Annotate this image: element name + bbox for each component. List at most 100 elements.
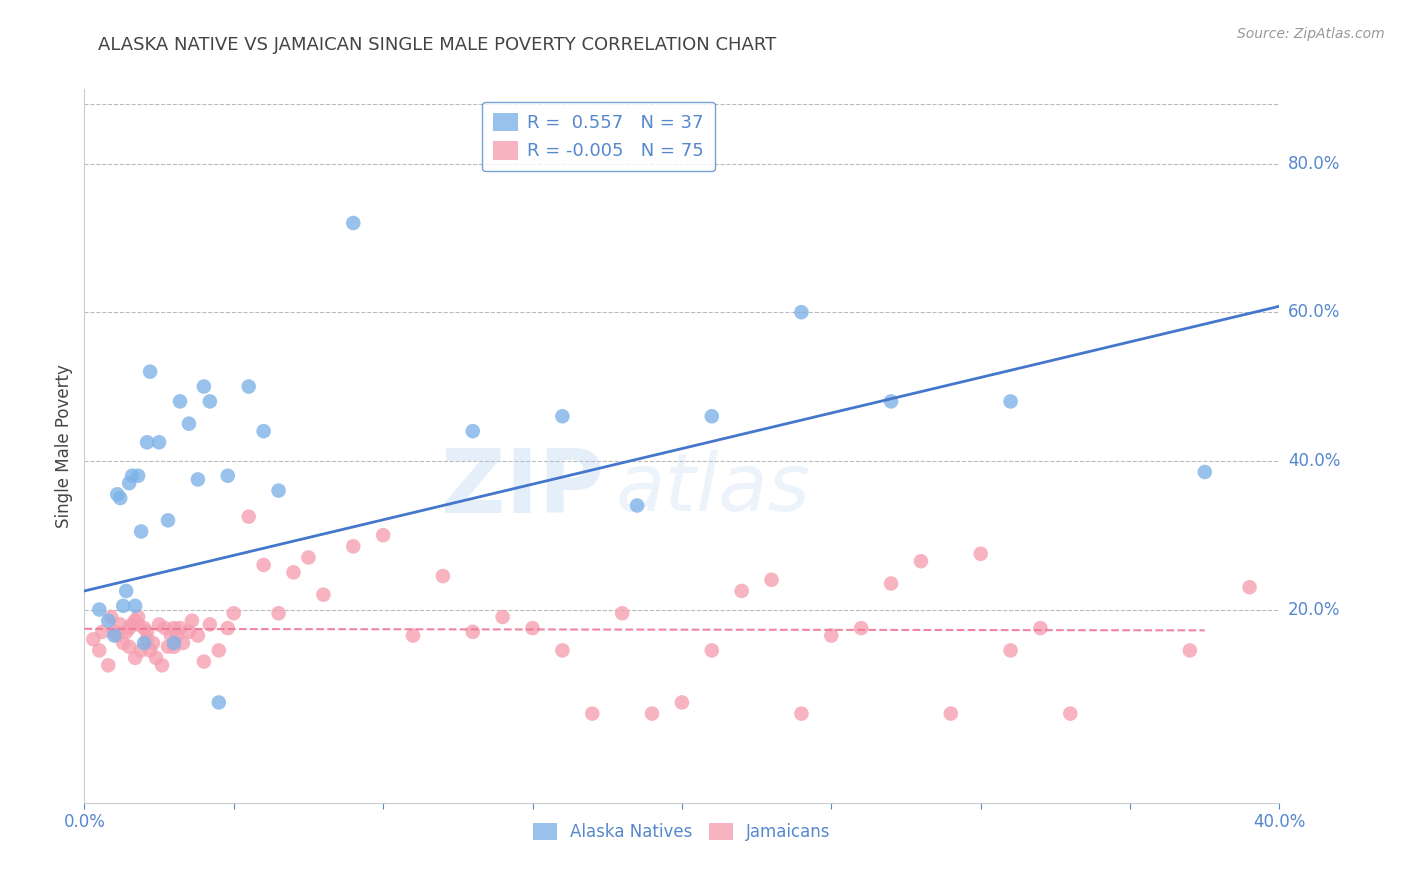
Point xyxy=(238,379,260,393)
Point xyxy=(121,468,143,483)
Point xyxy=(267,483,290,498)
Point xyxy=(1178,643,1201,657)
Point xyxy=(163,636,186,650)
Point xyxy=(342,539,364,553)
Point xyxy=(522,621,544,635)
Point xyxy=(169,621,191,635)
Point xyxy=(91,624,114,639)
Point xyxy=(626,499,648,513)
Point xyxy=(166,628,188,642)
Point xyxy=(253,558,276,572)
Text: 40.0%: 40.0% xyxy=(1288,452,1340,470)
Point xyxy=(612,607,634,621)
Point xyxy=(127,468,149,483)
Point xyxy=(112,636,135,650)
Point xyxy=(700,409,723,424)
Point xyxy=(1194,465,1216,479)
Point xyxy=(641,706,664,721)
Point xyxy=(342,216,364,230)
Point xyxy=(118,476,141,491)
Point xyxy=(127,617,149,632)
Point xyxy=(267,607,290,621)
Point xyxy=(177,417,200,431)
Point xyxy=(112,599,135,613)
Point xyxy=(115,583,138,598)
Point xyxy=(1239,580,1261,594)
Point xyxy=(217,621,239,635)
Point xyxy=(181,614,204,628)
Point xyxy=(193,379,215,393)
Point xyxy=(731,583,754,598)
Point xyxy=(297,550,319,565)
Point xyxy=(217,468,239,483)
Point xyxy=(124,599,146,613)
Point xyxy=(145,651,167,665)
Point xyxy=(790,706,813,721)
Point xyxy=(790,305,813,319)
Point xyxy=(97,658,120,673)
Point xyxy=(970,547,993,561)
Point xyxy=(551,409,574,424)
Y-axis label: Single Male Poverty: Single Male Poverty xyxy=(55,364,73,528)
Point xyxy=(157,513,180,527)
Point xyxy=(103,624,125,639)
Point xyxy=(222,607,245,621)
Point xyxy=(373,528,395,542)
Point xyxy=(157,640,180,654)
Text: Source: ZipAtlas.com: Source: ZipAtlas.com xyxy=(1237,27,1385,41)
Point xyxy=(115,624,138,639)
Point xyxy=(1000,643,1022,657)
Point xyxy=(105,487,128,501)
Text: ZIP: ZIP xyxy=(441,445,605,533)
Point xyxy=(939,706,962,721)
Point xyxy=(105,628,128,642)
Point xyxy=(671,696,693,710)
Point xyxy=(193,655,215,669)
Point xyxy=(89,643,111,657)
Point xyxy=(172,636,194,650)
Point xyxy=(187,472,209,486)
Point xyxy=(851,621,873,635)
Point xyxy=(163,640,186,654)
Point xyxy=(136,624,159,639)
Point xyxy=(581,706,603,721)
Point xyxy=(153,621,176,635)
Point xyxy=(103,628,125,642)
Point xyxy=(160,628,183,642)
Point xyxy=(136,435,159,450)
Point xyxy=(100,610,122,624)
Point xyxy=(238,509,260,524)
Text: 60.0%: 60.0% xyxy=(1288,303,1340,321)
Point xyxy=(163,621,186,635)
Point xyxy=(89,602,111,616)
Point xyxy=(110,617,132,632)
Point xyxy=(124,651,146,665)
Text: ALASKA NATIVE VS JAMAICAN SINGLE MALE POVERTY CORRELATION CHART: ALASKA NATIVE VS JAMAICAN SINGLE MALE PO… xyxy=(98,36,776,54)
Point xyxy=(700,643,723,657)
Point xyxy=(253,424,276,438)
Point xyxy=(198,394,221,409)
Point xyxy=(129,643,152,657)
Legend: Alaska Natives, Jamaicans: Alaska Natives, Jamaicans xyxy=(527,816,837,848)
Point xyxy=(82,632,104,647)
Point xyxy=(148,435,170,450)
Text: 20.0%: 20.0% xyxy=(1288,600,1340,618)
Point xyxy=(139,365,162,379)
Point xyxy=(880,394,903,409)
Point xyxy=(551,643,574,657)
Point xyxy=(118,640,141,654)
Point xyxy=(142,636,165,650)
Point xyxy=(139,643,162,657)
Point xyxy=(910,554,932,568)
Point xyxy=(1000,394,1022,409)
Point xyxy=(1059,706,1081,721)
Point xyxy=(312,588,335,602)
Point xyxy=(136,632,159,647)
Point xyxy=(198,617,221,632)
Text: 80.0%: 80.0% xyxy=(1288,154,1340,172)
Point xyxy=(150,658,173,673)
Point xyxy=(177,624,200,639)
Point xyxy=(880,576,903,591)
Point xyxy=(132,621,156,635)
Point xyxy=(283,566,305,580)
